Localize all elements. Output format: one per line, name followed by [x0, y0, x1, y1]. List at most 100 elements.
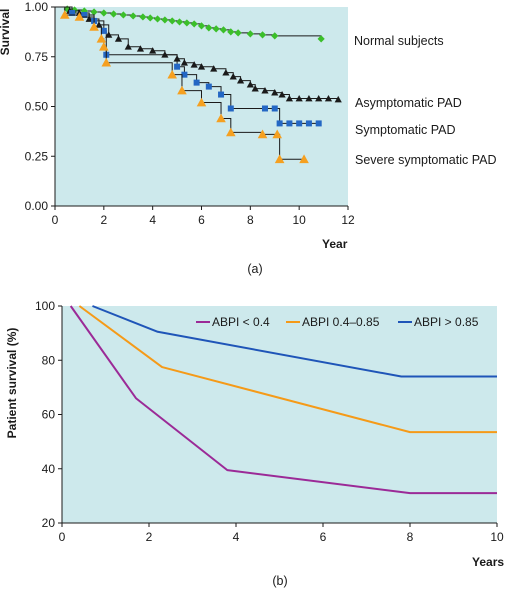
a-ytick-label-0-50: 0.50	[25, 100, 49, 114]
panel-a-plot-area	[55, 7, 348, 206]
marker-asymptomatic-pad-24	[285, 94, 293, 102]
marker-asymptomatic-pad-15	[210, 65, 218, 72]
marker-normal-subjects-22	[234, 29, 242, 37]
marker-symptomatic-pad-17	[305, 120, 312, 127]
panel-b-legend: ABPI < 0.4 ABPI 0.4–0.85 ABPI > 0.85	[196, 315, 479, 329]
marker-asymptomatic-pad-29	[334, 95, 342, 103]
panel-b-y-tick-labels: 20 40 60 80 100	[35, 299, 55, 530]
marker-symptomatic-pad-4	[100, 27, 107, 34]
marker-asymptomatic-pad-6	[114, 35, 123, 42]
legend-label-abpi-lt-0-4: ABPI < 0.4	[212, 315, 270, 329]
b-ytick-label-40: 40	[42, 462, 56, 476]
marker-normal-subjects-12	[161, 16, 169, 24]
marker-severe-symptomatic-pad-14	[274, 154, 285, 164]
marker-normal-subjects-11	[153, 15, 162, 23]
panel-a-ticks	[51, 6, 349, 210]
a-xtick-label-12: 12	[341, 213, 355, 227]
panel-a-survival-chart: 0.000.250.500.751.00 0 2 4 6 8 10 12 Survival …	[0, 0, 496, 276]
line-abpi-0-4	[69, 305, 497, 495]
panel-a-series	[55, 5, 342, 164]
marker-normal-subjects-19	[212, 25, 220, 33]
marker-symptomatic-pad-11	[227, 105, 234, 112]
marker-asymptomatic-pad-4	[95, 21, 103, 28]
b-xtick-label-0: 0	[59, 530, 66, 544]
series-label-asymptomatic-pad: Asymptomatic PAD	[355, 96, 462, 110]
marker-asymptomatic-pad-12	[180, 59, 189, 66]
marker-normal-subjects-5	[100, 9, 108, 17]
panel-a-x-axis-title: Year	[322, 237, 348, 251]
b-xtick-label-8: 8	[407, 530, 414, 544]
marker-asymptomatic-pad-5	[105, 31, 113, 38]
marker-asymptomatic-pad-17	[229, 73, 237, 80]
marker-symptomatic-pad-15	[286, 120, 293, 127]
marker-asymptomatic-pad-8	[136, 45, 145, 52]
a-xtick-label-2: 2	[100, 213, 107, 227]
marker-asymptomatic-pad-26	[305, 94, 313, 102]
marker-asymptomatic-pad-13	[190, 61, 198, 68]
panel-b-caption: (b)	[272, 574, 287, 588]
marker-severe-symptomatic-pad-8	[177, 85, 187, 95]
marker-symptomatic-pad-7	[181, 71, 188, 78]
marker-asymptomatic-pad-20	[251, 84, 259, 92]
panel-b-ticks	[58, 305, 498, 527]
marker-asymptomatic-pad-22	[271, 88, 279, 96]
marker-symptomatic-pad-16	[296, 120, 303, 127]
a-xtick-label-8: 8	[247, 213, 254, 227]
marker-severe-symptomatic-pad-1	[59, 10, 70, 19]
panel-a-x-tick-labels: 0 2 4 6 8 10 12	[52, 213, 355, 227]
marker-severe-symptomatic-pad-3	[89, 22, 99, 31]
marker-severe-symptomatic-pad-15	[299, 154, 309, 164]
marker-asymptomatic-pad-23	[278, 90, 286, 98]
marker-severe-symptomatic-pad-10	[216, 113, 226, 123]
line-abpi-0-85	[92, 305, 497, 378]
marker-symptomatic-pad-6	[174, 63, 181, 70]
b-xtick-label-4: 4	[233, 530, 240, 544]
marker-severe-symptomatic-pad-2	[74, 12, 85, 21]
panel-a-y-tick-labels: 0.00 0.25 0.50 0.75 1.00	[25, 0, 49, 213]
marker-normal-subjects-20	[219, 26, 228, 34]
marker-asymptomatic-pad-25	[295, 94, 303, 102]
marker-normal-subjects-7	[119, 11, 127, 19]
a-ytick-label-0-25: 0.25	[25, 149, 49, 163]
b-ytick-label-60: 60	[42, 408, 56, 422]
marker-asymptomatic-pad-28	[324, 94, 333, 102]
marker-severe-symptomatic-pad-5	[99, 42, 109, 51]
marker-asymptomatic-pad-27	[315, 94, 323, 102]
panel-a-y-axis-title: Survival	[0, 9, 12, 56]
a-ytick-label-0-75: 0.75	[25, 50, 49, 64]
marker-normal-subjects-4	[90, 8, 98, 16]
marker-asymptomatic-pad-9	[149, 47, 157, 54]
b-ytick-label-100: 100	[35, 299, 55, 313]
marker-severe-symptomatic-pad-7	[167, 69, 177, 79]
panel-b-y-axis-title: Patient survival (%)	[5, 328, 19, 439]
marker-normal-subjects-17	[197, 22, 206, 30]
series-label-symptomatic-pad: Symptomatic PAD	[355, 123, 456, 137]
b-ytick-label-80: 80	[42, 353, 56, 367]
marker-normal-subjects-8	[129, 12, 137, 20]
legend-label-abpi-gt-0-85: ABPI > 0.85	[414, 315, 479, 329]
panel-b-survival-chart: 20 40 60 80 100 0 2 4 6 8 10 Patient survival (%)…	[5, 299, 504, 588]
b-xtick-label-2: 2	[146, 530, 153, 544]
marker-normal-subjects-23	[246, 30, 254, 38]
marker-symptomatic-pad-10	[218, 91, 225, 98]
marker-asymptomatic-pad-3	[85, 15, 93, 22]
marker-normal-subjects-24	[258, 31, 267, 39]
marker-asymptomatic-pad-18	[236, 77, 245, 84]
b-xtick-label-10: 10	[490, 530, 504, 544]
marker-normal-subjects-15	[183, 19, 191, 27]
b-xtick-label-6: 6	[320, 530, 327, 544]
marker-severe-symptomatic-pad-11	[226, 127, 236, 137]
marker-normal-subjects-6	[110, 10, 118, 18]
a-xtick-label-0: 0	[52, 213, 59, 227]
marker-symptomatic-pad-13	[271, 105, 278, 112]
a-ytick-label-0-00: 0.00	[25, 199, 49, 213]
line-symptomatic-pad	[55, 6, 319, 124]
marker-normal-subjects-14	[175, 18, 184, 26]
panel-b-series	[69, 305, 497, 495]
marker-severe-symptomatic-pad-13	[272, 129, 282, 139]
marker-normal-subjects-9	[139, 13, 147, 21]
marker-asymptomatic-pad-19	[246, 81, 254, 88]
marker-asymptomatic-pad-21	[261, 86, 269, 94]
marker-normal-subjects-26	[317, 35, 325, 43]
